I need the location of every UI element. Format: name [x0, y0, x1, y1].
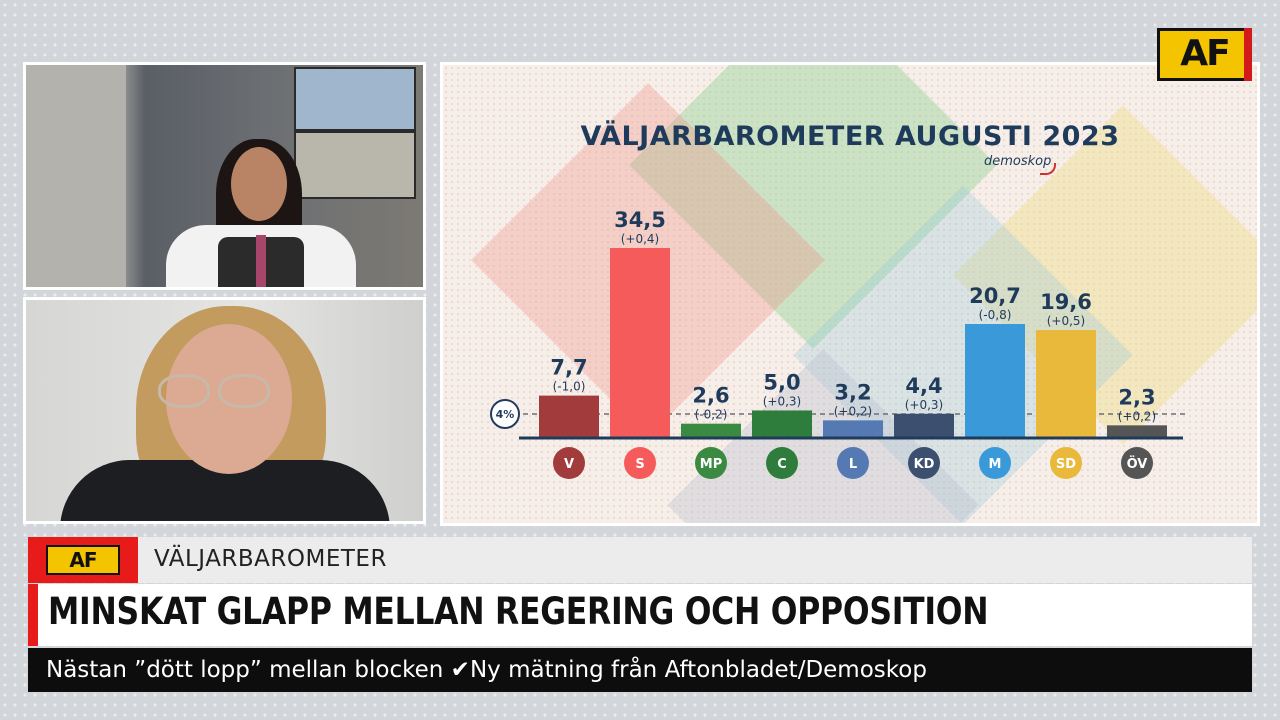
bar-chart: 4%7,7(-1,0)V34,5(+0,4)S2,6(-0,2)MP5,0(+0…	[490, 208, 1185, 479]
party-label: C	[777, 457, 787, 472]
party-label: L	[849, 457, 857, 472]
bar-kd	[894, 413, 954, 438]
bar-s	[610, 248, 670, 438]
brand-logo-small: AF	[46, 545, 120, 575]
party-label: M	[989, 457, 1002, 472]
value-label: 34,5	[614, 208, 666, 232]
studio-wall-panel	[26, 65, 126, 287]
party-label: MP	[700, 457, 722, 472]
lower-third-kicker: VÄLJARBAROMETER	[154, 546, 387, 572]
party-badge	[1121, 447, 1153, 479]
party-label: SD	[1056, 457, 1076, 472]
value-label: 2,6	[692, 384, 729, 408]
change-label: (-0,8)	[979, 308, 1012, 322]
lower-third-logo: AF	[28, 537, 138, 583]
lower-third-ticker-bar: Nästan ”dött lopp” mellan blocken ✔Ny mä…	[28, 648, 1252, 692]
value-label: 3,2	[834, 380, 871, 404]
change-label: (+0,2)	[834, 404, 873, 418]
threshold-marker	[490, 398, 520, 429]
party-badge	[766, 447, 798, 479]
studio-monitor	[294, 67, 416, 131]
lower-third-ticker: Nästan ”dött lopp” mellan blocken ✔Ny mä…	[46, 657, 927, 683]
bar-v	[539, 395, 599, 438]
chart-panel: VÄLJARBAROMETER AUGUSTI 2023 demoskop 4%…	[440, 62, 1260, 526]
value-label: 5,0	[763, 370, 800, 394]
bar-m	[965, 324, 1025, 438]
lower-third-kicker-bar: AF VÄLJARBAROMETER	[28, 537, 1252, 583]
lower-third-headline-bar: MINSKAT GLAPP MELLAN REGERING OCH OPPOSI…	[28, 584, 1252, 646]
party-badge	[979, 447, 1011, 479]
value-label: 7,7	[550, 356, 587, 380]
anchor-tie	[256, 235, 266, 287]
party-badge	[553, 447, 585, 479]
bar-mp	[681, 423, 741, 438]
party-badge	[1050, 447, 1082, 479]
bar-c	[752, 410, 812, 438]
value-label: 20,7	[969, 284, 1021, 308]
bar-sd	[1036, 330, 1096, 438]
value-label: 19,6	[1040, 290, 1092, 314]
source-logo: demoskop	[984, 154, 1052, 169]
source-logo-arc-icon	[1040, 163, 1056, 175]
party-badge	[908, 447, 940, 479]
change-label: (-0,2)	[695, 408, 728, 422]
party-label: V	[564, 457, 574, 472]
bar-l	[823, 420, 883, 438]
threshold-label: 4%	[496, 408, 515, 421]
studio-monitor	[294, 131, 416, 199]
party-label: S	[635, 457, 644, 472]
guest-glasses	[158, 374, 270, 408]
party-label: KD	[914, 457, 935, 472]
change-label: (-1,0)	[553, 380, 586, 394]
value-label: 2,3	[1118, 385, 1155, 409]
party-badge	[695, 447, 727, 479]
brand-logo: AF	[1157, 28, 1252, 81]
chart-title: VÄLJARBAROMETER AUGUSTI 2023	[580, 121, 1120, 152]
lower-third-headline: MINSKAT GLAPP MELLAN REGERING OCH OPPOSI…	[48, 590, 989, 633]
anchor-video-feed	[23, 62, 426, 290]
party-badge	[837, 447, 869, 479]
change-label: (+0,3)	[905, 398, 944, 412]
change-label: (+0,4)	[621, 232, 660, 246]
anchor-face	[231, 147, 287, 221]
guest-video-feed	[23, 297, 426, 524]
bar-öv	[1107, 425, 1167, 438]
change-label: (+0,3)	[763, 394, 802, 408]
party-label: ÖV	[1127, 456, 1148, 472]
change-label: (+0,2)	[1118, 409, 1157, 423]
change-label: (+0,5)	[1047, 314, 1086, 328]
value-label: 4,4	[905, 374, 942, 398]
party-badge	[624, 447, 656, 479]
